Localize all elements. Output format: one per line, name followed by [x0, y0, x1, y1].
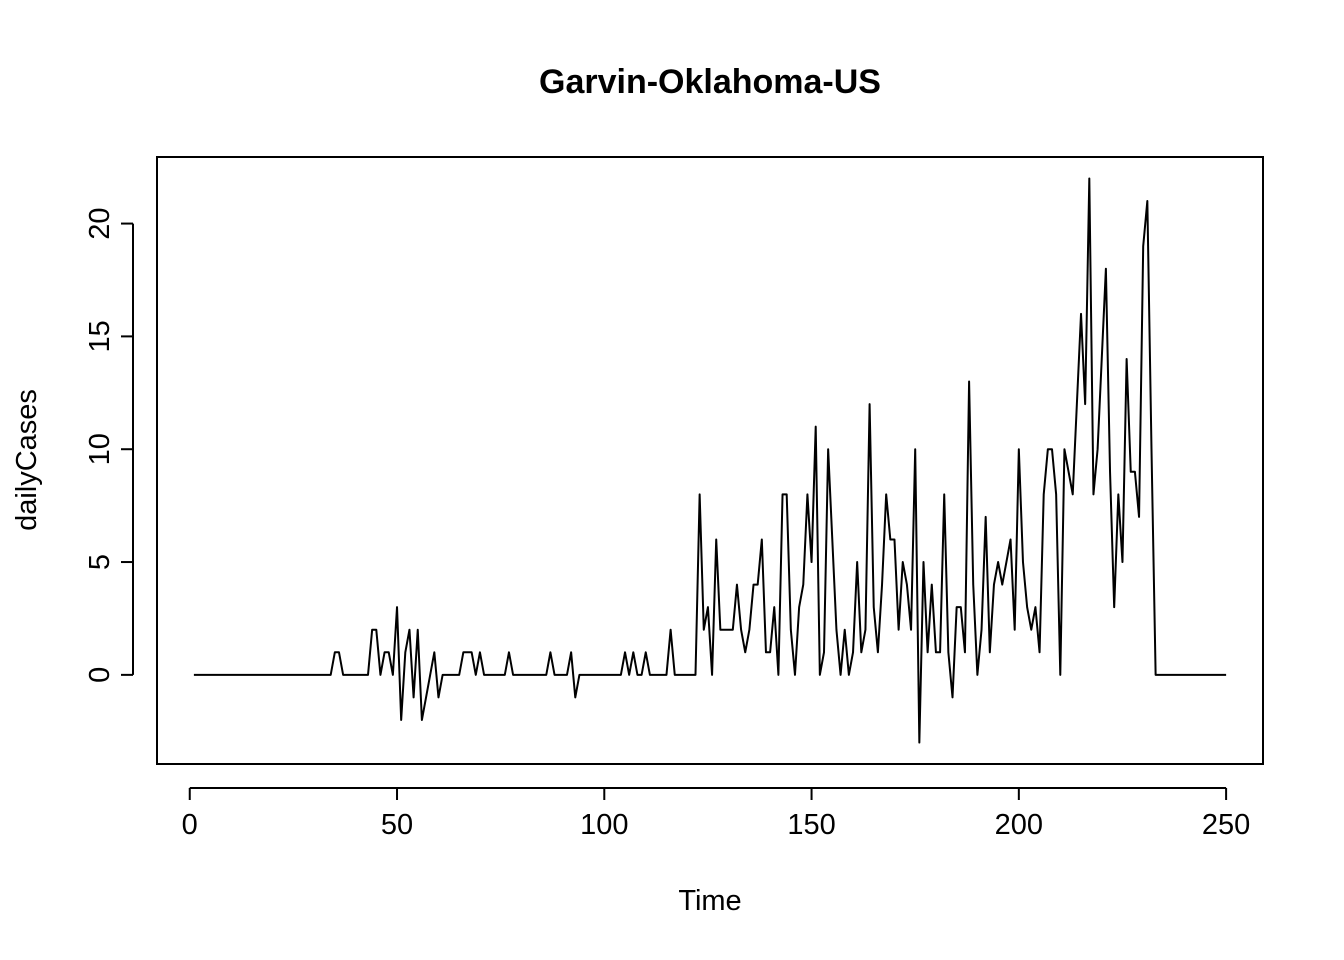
x-tick-label: 150	[787, 809, 835, 841]
x-axis: 0 50 100 150 200 250	[182, 787, 1250, 841]
x-tick-label: 50	[381, 809, 413, 841]
x-tick-label: 0	[182, 809, 198, 841]
y-axis-label: dailyCases	[11, 389, 43, 531]
x-tick-label: 200	[995, 809, 1043, 841]
y-tick-label: 10	[84, 433, 116, 465]
daily-cases-line	[193, 177, 1227, 744]
plot-frame	[156, 156, 1264, 765]
y-tick-label: 20	[84, 207, 116, 239]
y-axis: 0 5 10 15 20	[84, 207, 134, 683]
y-tick-label: 5	[84, 554, 116, 570]
x-axis-label: Time	[678, 885, 741, 917]
chart-title: Garvin-Oklahoma-US	[539, 63, 881, 101]
y-tick-label: 15	[84, 320, 116, 352]
x-tick-label: 250	[1202, 809, 1250, 841]
x-tick-label: 100	[580, 809, 628, 841]
y-tick-label: 0	[84, 667, 116, 683]
